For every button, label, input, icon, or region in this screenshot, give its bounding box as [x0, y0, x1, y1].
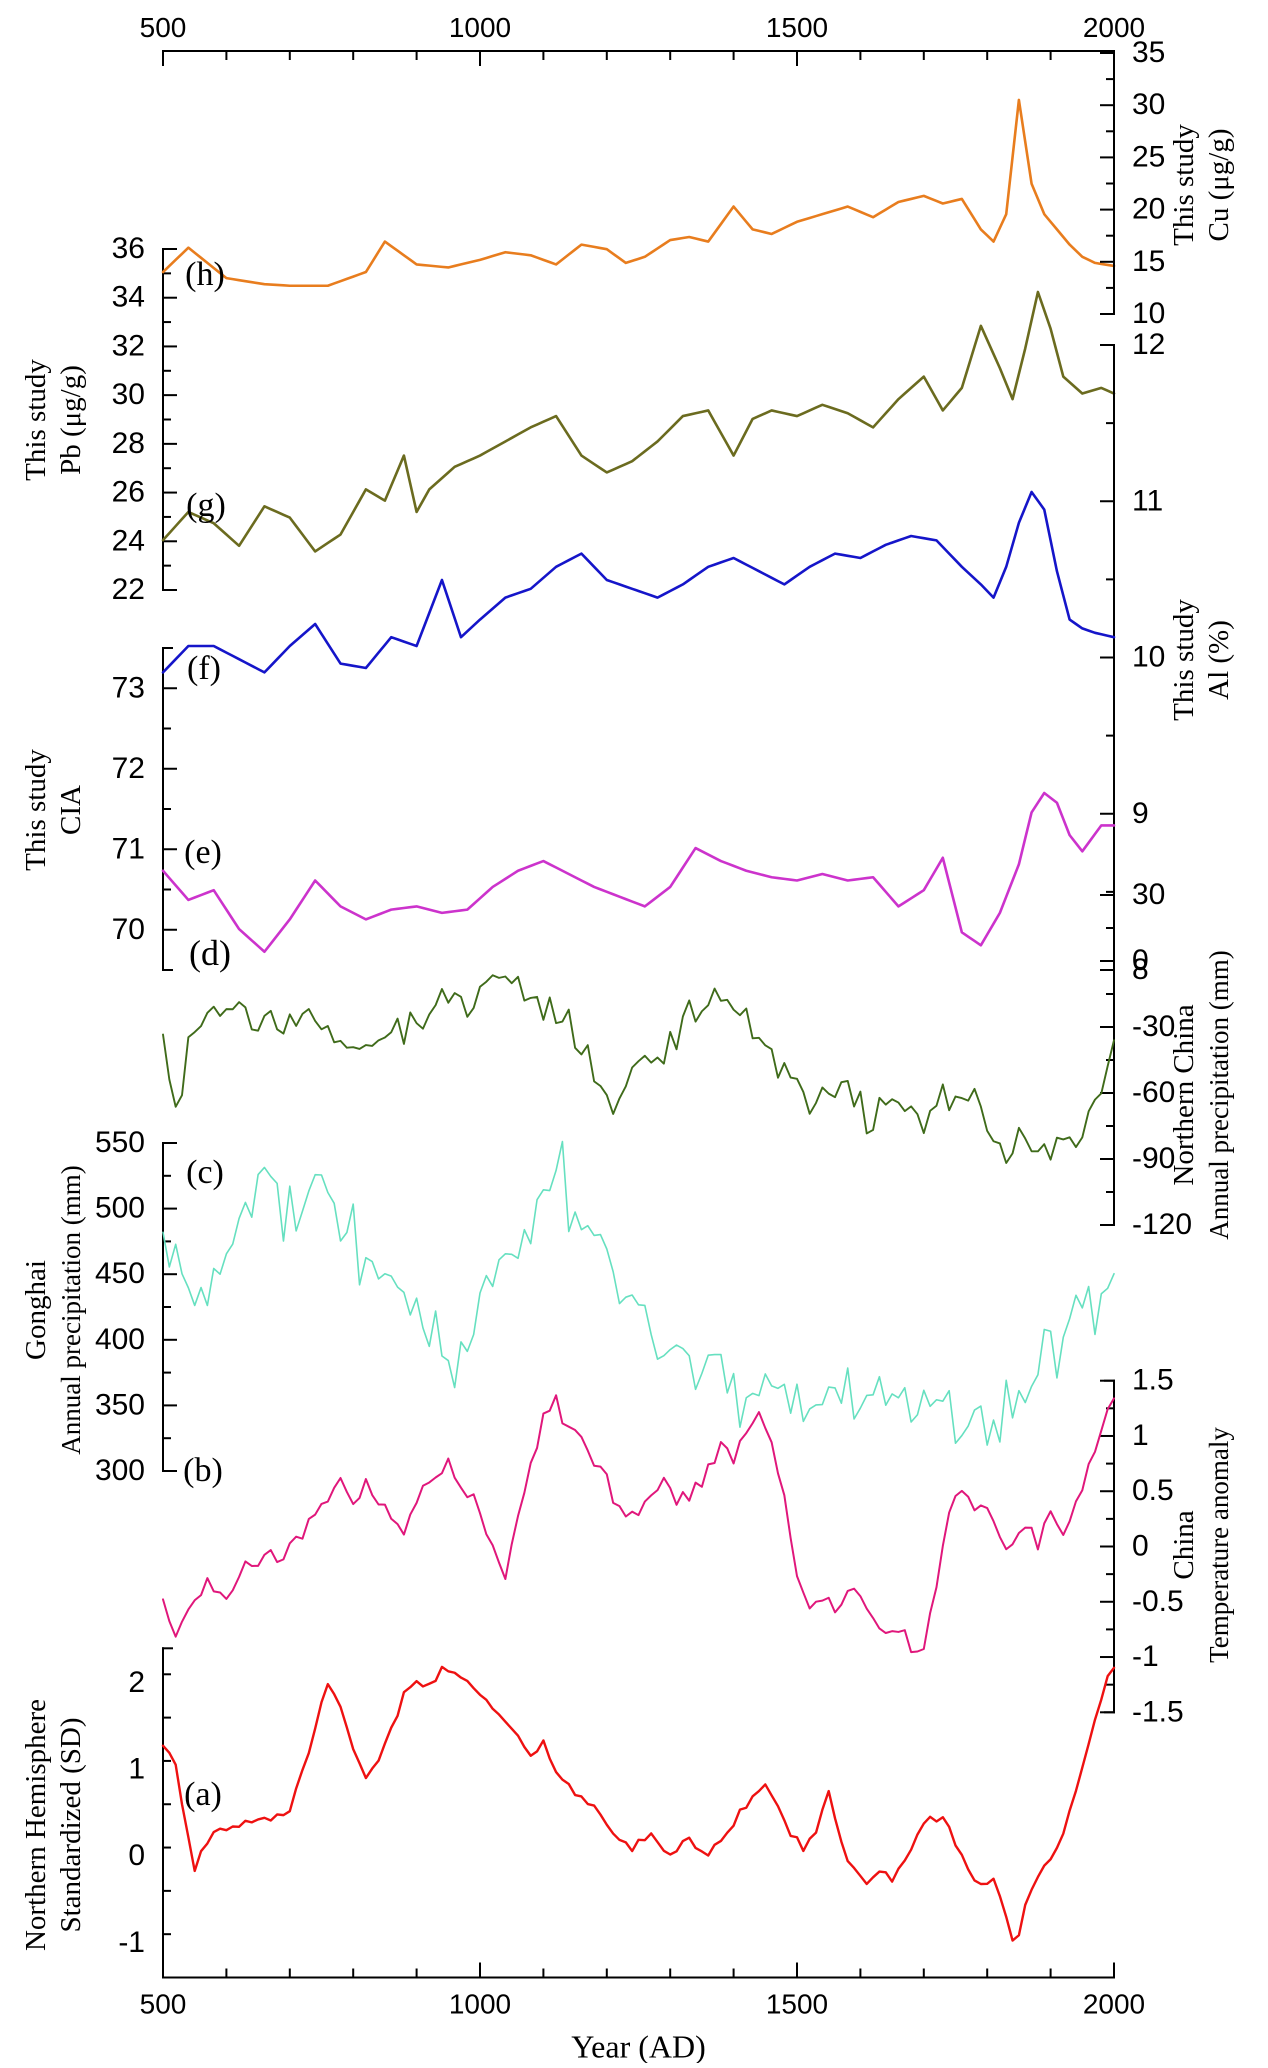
svg-text:0: 0 — [1132, 944, 1149, 977]
svg-text:400: 400 — [95, 1323, 145, 1356]
svg-text:-0.5: -0.5 — [1132, 1585, 1184, 1618]
svg-text:Cu (μg/g): Cu (μg/g) — [1203, 128, 1235, 241]
svg-text:71: 71 — [112, 832, 145, 865]
svg-text:0.5: 0.5 — [1132, 1474, 1174, 1507]
svg-text:11: 11 — [1132, 484, 1163, 517]
svg-text:(g): (g) — [186, 487, 226, 524]
svg-text:36: 36 — [112, 232, 145, 265]
svg-text:This study: This study — [20, 359, 52, 481]
svg-text:(e): (e) — [184, 834, 222, 871]
svg-text:(b): (b) — [183, 1452, 223, 1489]
svg-text:This study: This study — [1168, 124, 1200, 246]
svg-text:2000: 2000 — [1083, 1989, 1145, 2020]
svg-text:10: 10 — [1132, 297, 1165, 330]
svg-text:0: 0 — [128, 1839, 145, 1872]
svg-text:-120: -120 — [1132, 1208, 1192, 1241]
svg-text:This study: This study — [1168, 599, 1200, 721]
svg-text:(d): (d) — [189, 933, 231, 973]
svg-text:15: 15 — [1132, 245, 1165, 278]
svg-text:300: 300 — [95, 1454, 145, 1487]
svg-text:35: 35 — [1132, 36, 1165, 69]
svg-text:Temperature anomaly: Temperature anomaly — [1204, 1427, 1234, 1663]
svg-text:(f): (f) — [187, 650, 221, 687]
svg-text:32: 32 — [112, 329, 145, 362]
svg-text:Gonghai: Gonghai — [20, 1260, 52, 1360]
svg-text:1.5: 1.5 — [1132, 1364, 1174, 1397]
svg-text:25: 25 — [1132, 140, 1165, 173]
svg-text:12: 12 — [1132, 328, 1165, 361]
svg-text:550: 550 — [95, 1126, 145, 1159]
svg-text:9: 9 — [1132, 797, 1149, 830]
svg-text:30: 30 — [112, 378, 145, 411]
svg-text:34: 34 — [112, 281, 145, 314]
svg-text:Year (AD): Year (AD) — [571, 2029, 706, 2064]
svg-text:1500: 1500 — [766, 12, 828, 43]
svg-text:(a): (a) — [184, 1776, 222, 1813]
svg-text:0: 0 — [1132, 1530, 1149, 1563]
svg-text:73: 73 — [112, 671, 145, 704]
svg-text:1500: 1500 — [766, 1989, 828, 2020]
svg-text:24: 24 — [112, 524, 145, 557]
svg-text:China: China — [1168, 1510, 1200, 1579]
svg-text:26: 26 — [112, 476, 145, 509]
svg-text:30: 30 — [1132, 878, 1165, 911]
svg-text:70: 70 — [112, 913, 145, 946]
svg-text:This study: This study — [20, 749, 52, 871]
svg-text:(c): (c) — [186, 1154, 224, 1191]
svg-text:72: 72 — [112, 752, 145, 785]
svg-text:500: 500 — [140, 1989, 187, 2020]
svg-text:500: 500 — [95, 1192, 145, 1225]
svg-text:-1: -1 — [1132, 1640, 1159, 1673]
svg-text:450: 450 — [95, 1257, 145, 1290]
svg-text:22: 22 — [112, 573, 145, 606]
svg-text:30: 30 — [1132, 88, 1165, 121]
svg-text:CIA: CIA — [55, 785, 87, 835]
svg-text:Pb (μg/g): Pb (μg/g) — [55, 365, 87, 475]
svg-text:28: 28 — [112, 427, 145, 460]
svg-text:(h): (h) — [185, 256, 225, 293]
svg-text:20: 20 — [1132, 193, 1165, 226]
svg-text:10: 10 — [1132, 641, 1165, 674]
svg-text:-1: -1 — [118, 1926, 145, 1959]
svg-text:Northern China: Northern China — [1168, 1004, 1200, 1185]
svg-text:1: 1 — [1132, 1419, 1149, 1452]
svg-text:1000: 1000 — [449, 12, 511, 43]
svg-text:350: 350 — [95, 1388, 145, 1421]
svg-text:Standardized (SD): Standardized (SD) — [55, 1717, 87, 1932]
svg-text:1: 1 — [128, 1753, 145, 1786]
svg-text:-1.5: -1.5 — [1132, 1695, 1184, 1728]
svg-text:500: 500 — [140, 12, 187, 43]
svg-text:Annual precipitation (mm): Annual precipitation (mm) — [56, 1165, 86, 1454]
svg-text:Northern Hemisphere: Northern Hemisphere — [20, 1699, 52, 1951]
svg-text:Annual precipitation (mm): Annual precipitation (mm) — [1204, 950, 1234, 1239]
svg-text:2: 2 — [128, 1666, 145, 1699]
svg-text:Al (%): Al (%) — [1203, 620, 1235, 700]
svg-text:1000: 1000 — [449, 1989, 511, 2020]
